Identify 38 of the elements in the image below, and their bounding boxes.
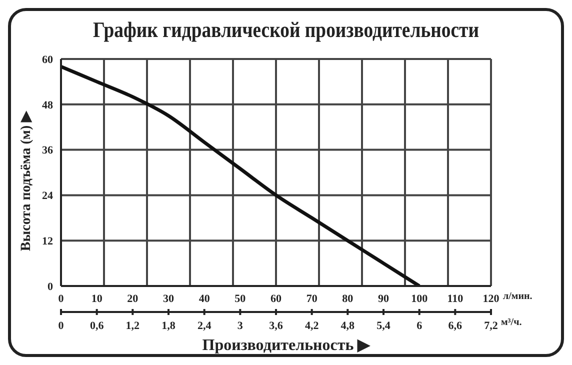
y-tick-label: 36	[42, 144, 54, 157]
x2-tick-label: 1,2	[126, 320, 140, 332]
x2-tick-label: 0	[58, 320, 64, 332]
x2-tick-label: 4,8	[340, 320, 356, 332]
x2-tick-label: 5,4	[376, 320, 391, 332]
x-tick-label: 60	[270, 292, 282, 305]
x-tick-label: 50	[234, 292, 246, 305]
x-tick-label: 80	[342, 292, 354, 305]
y-tick-label: 48	[42, 99, 54, 112]
x-tick-label: 30	[163, 292, 174, 305]
chart-title: График гидравлической производительности	[92, 17, 480, 43]
x-tick-label: 0	[58, 292, 64, 305]
x-tick-label: 20	[127, 292, 139, 305]
x-tick-label: 40	[198, 292, 210, 305]
y-tick-label: 12	[42, 236, 54, 248]
y-axis-title: Высота подъёма (м) ▶	[18, 110, 35, 252]
x-axis-title: Производительность ▶	[201, 336, 372, 355]
y-tick-label: 24	[42, 190, 54, 202]
text: м³/ч.	[501, 317, 522, 328]
x2-tick-label: 6,6	[448, 320, 463, 332]
x2-tick-label: 6	[416, 320, 423, 332]
x2-tick-label: 0,6	[90, 320, 104, 332]
x-tick-label: 90	[378, 292, 390, 305]
x-tick-label: 110	[447, 292, 464, 305]
y-tick-label: 60	[42, 54, 54, 66]
x-tick-label: 100	[411, 292, 428, 305]
line-series	[61, 64, 422, 286]
x2-tick-label: 4,2	[304, 320, 320, 332]
x2-tick-label: 3	[237, 320, 244, 332]
x-tick-label: 10	[91, 292, 103, 305]
x2-tick-label: 2,4	[197, 320, 212, 332]
x-tick-label: 120	[482, 292, 500, 305]
x-tick-label: 70	[306, 292, 318, 305]
x2-tick-label: 1,8	[162, 320, 176, 332]
y-tick-label: 0	[48, 280, 54, 293]
text: л/мин.	[503, 291, 532, 302]
x2-tick-label: 7,2	[484, 320, 498, 332]
x2-tick-label: 3,6	[269, 320, 284, 332]
